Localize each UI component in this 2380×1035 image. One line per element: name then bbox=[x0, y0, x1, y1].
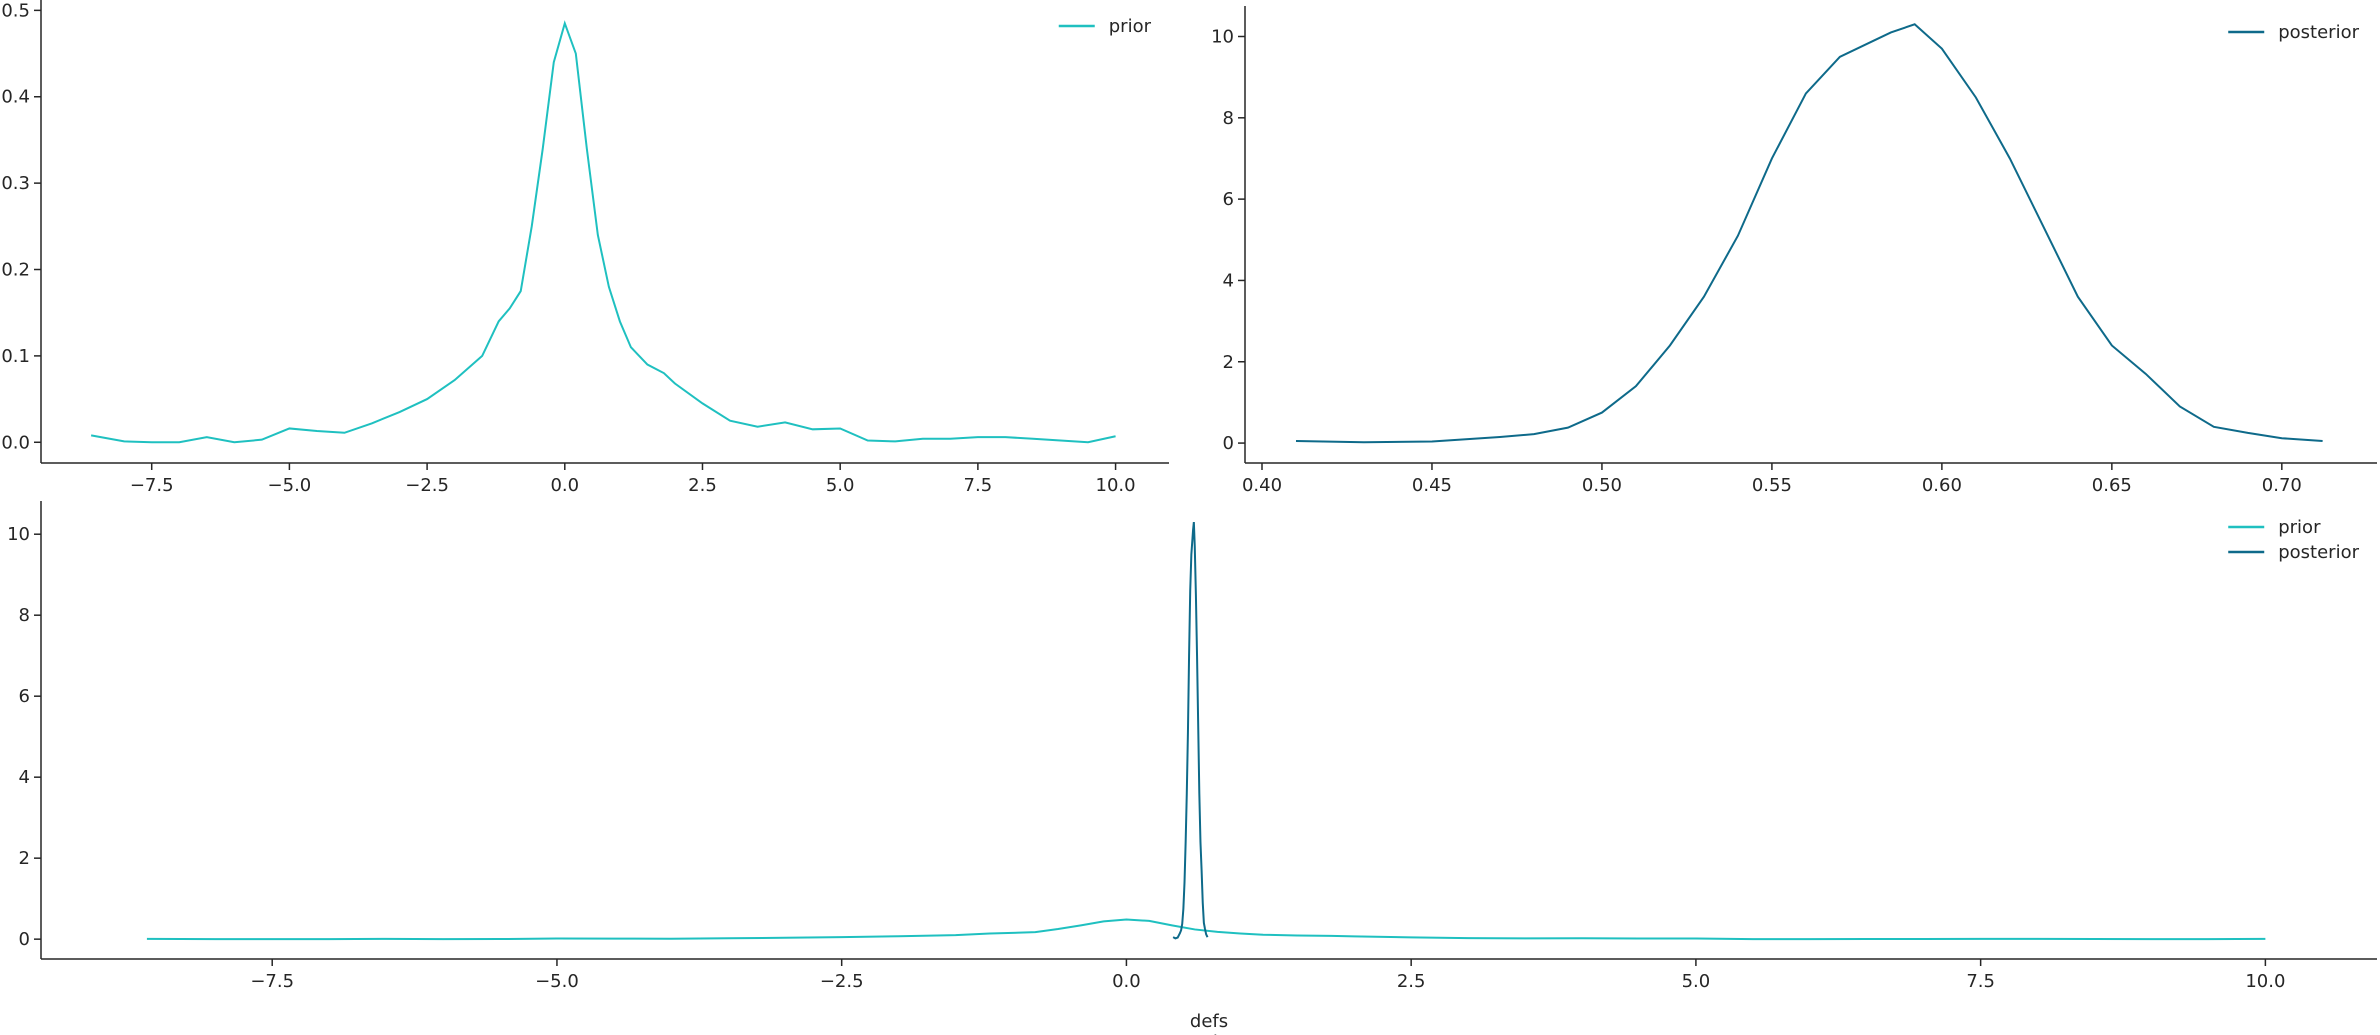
x-axis-label: defs bbox=[1190, 1011, 1228, 1032]
y-tick-label: 4 bbox=[19, 767, 30, 788]
x-tick-label: 10.0 bbox=[2245, 971, 2285, 992]
x-tick-label: 0.65 bbox=[2092, 475, 2132, 496]
y-tick-label: 0 bbox=[19, 929, 30, 950]
density-line bbox=[146, 918, 2266, 941]
y-tick-label: 0.0 bbox=[1, 432, 30, 453]
x-tick-label: −5.0 bbox=[268, 475, 312, 496]
x-tick-label: 0.0 bbox=[550, 475, 579, 496]
y-tick-label: 0.1 bbox=[1, 346, 30, 367]
x-tick-label: 0.0 bbox=[1112, 971, 1141, 992]
x-tick-label: 2.5 bbox=[1397, 971, 1426, 992]
x-tick-label: 0.50 bbox=[1582, 475, 1622, 496]
legend-label: prior bbox=[1109, 16, 1152, 37]
y-tick-label: 8 bbox=[1223, 108, 1234, 129]
y-tick-label: 0 bbox=[1223, 433, 1234, 454]
density-line bbox=[1295, 23, 2323, 444]
y-tick-label: 4 bbox=[1223, 270, 1234, 291]
x-tick-label: −2.5 bbox=[405, 475, 449, 496]
y-tick-label: 0.4 bbox=[1, 87, 30, 108]
y-tick-label: 0.5 bbox=[1, 0, 30, 21]
y-tick-label: 8 bbox=[19, 605, 30, 626]
x-tick-label: 7.5 bbox=[964, 475, 993, 496]
legend-label: posterior bbox=[2278, 22, 2359, 43]
y-tick-label: 10 bbox=[1211, 26, 1234, 47]
y-tick-label: 10 bbox=[7, 524, 30, 545]
x-tick-label: 0.40 bbox=[1242, 475, 1282, 496]
x-tick-label: 7.5 bbox=[1966, 971, 1995, 992]
x-tick-label: 0.60 bbox=[1922, 475, 1962, 496]
x-tick-label: 0.55 bbox=[1752, 475, 1792, 496]
density-line bbox=[90, 20, 1116, 444]
y-tick-label: 6 bbox=[1223, 189, 1234, 210]
x-tick-label: 10.0 bbox=[1096, 475, 1136, 496]
y-tick-label: 2 bbox=[1223, 352, 1234, 373]
x-tick-label: 2.5 bbox=[688, 475, 717, 496]
x-tick-label: 5.0 bbox=[826, 475, 855, 496]
x-tick-label: 5.0 bbox=[1682, 971, 1711, 992]
y-tick-label: 0.3 bbox=[1, 173, 30, 194]
density-line bbox=[1172, 521, 1209, 940]
x-tick-label: 0.70 bbox=[2262, 475, 2302, 496]
y-tick-label: 2 bbox=[19, 848, 30, 869]
x-axis-label: Italy bbox=[1189, 1032, 1228, 1035]
x-tick-label: −7.5 bbox=[130, 475, 174, 496]
y-tick-label: 6 bbox=[19, 686, 30, 707]
x-tick-label: −5.0 bbox=[535, 971, 579, 992]
legend-label: posterior bbox=[2278, 542, 2359, 563]
x-tick-label: −2.5 bbox=[820, 971, 864, 992]
x-tick-label: −7.5 bbox=[250, 971, 294, 992]
y-tick-label: 0.2 bbox=[1, 260, 30, 281]
x-tick-label: 0.45 bbox=[1412, 475, 1452, 496]
legend-label: prior bbox=[2278, 517, 2321, 538]
